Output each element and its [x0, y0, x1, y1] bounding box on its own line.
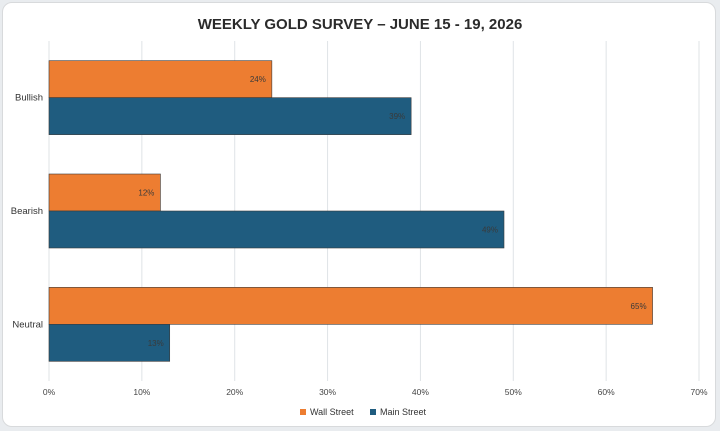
chart-title: WEEKLY GOLD SURVEY – JUNE 15 - 19, 2026: [197, 16, 523, 33]
x-tick-label: 30%: [319, 387, 336, 397]
data-label: 65%: [631, 302, 647, 311]
bar-bullish-main-street: [48, 97, 412, 135]
legend-swatch-wall-street: [300, 409, 306, 415]
bar-chart: 24% 39% 12% 49% 65% 13% 0% 10% 20% 30% 40% 50% 60% 7…: [11, 41, 708, 417]
data-label: 49%: [482, 226, 498, 235]
category-label-bearish: Bearish: [11, 206, 43, 217]
chart-frame: WEEKLY GOLD SURVEY – JUNE 15 - 19, 2026 …: [2, 2, 716, 427]
category-label-neutral: Neutral: [12, 319, 43, 330]
data-label: 13%: [148, 339, 164, 348]
axis-labels: 0% 10% 20% 30% 40% 50% 60% 70% Bullish Bearish Neu…: [11, 93, 708, 397]
x-tick-label: 50%: [505, 387, 522, 397]
x-tick-label: 20%: [226, 387, 243, 397]
bar-bearish-main-street: [48, 210, 505, 249]
data-label: 12%: [138, 189, 154, 198]
data-label: 39%: [389, 112, 405, 121]
data-label: 24%: [250, 75, 266, 84]
bar-neutral-wall-street: [48, 287, 653, 325]
data-labels: 24% 39% 12% 49% 65% 13%: [138, 75, 646, 348]
x-tick-label: 70%: [690, 387, 707, 397]
bars: [48, 60, 653, 362]
legend-swatch-main-street: [370, 409, 376, 415]
x-tick-label: 40%: [412, 387, 429, 397]
x-tick-label: 60%: [598, 387, 615, 397]
legend: Wall Street Main Street: [300, 407, 427, 417]
x-tick-label: 10%: [133, 387, 150, 397]
legend-entry-wall-street: Wall Street: [310, 407, 354, 417]
bar-bullish-wall-street: [48, 60, 273, 98]
bar-neutral-main-street: [48, 324, 171, 362]
category-label-bullish: Bullish: [15, 93, 43, 104]
x-tick-label: 0%: [43, 387, 56, 397]
legend-entry-main-street: Main Street: [380, 407, 427, 417]
